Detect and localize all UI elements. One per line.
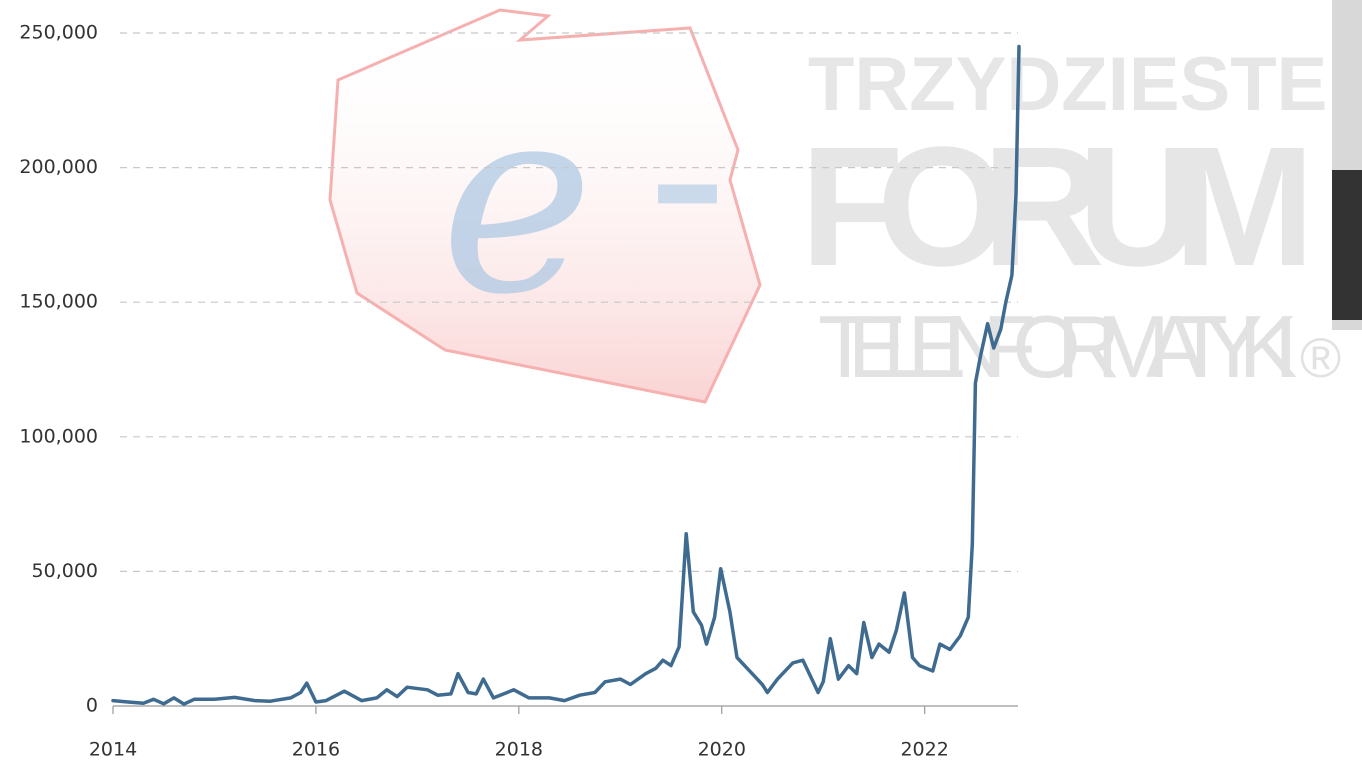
- watermark-label: e: [440, 50, 594, 352]
- chart: e–TRZYDZIESTEFORUMTELEINFORMATYKI® 0 50,0…: [0, 0, 1362, 763]
- x-tick-label: 2020: [698, 739, 746, 761]
- x-tick-label: 2014: [89, 739, 137, 761]
- x-tick-label: 2016: [292, 739, 340, 761]
- y-tick-label: 100,000: [19, 425, 98, 447]
- watermark-label: TELEINFORMATYKI: [818, 297, 1298, 396]
- y-tick-label: 150,000: [19, 291, 98, 313]
- x-tick-label: 2018: [495, 739, 543, 761]
- watermark-label: FORUM: [800, 112, 1315, 302]
- y-tick-label: 50,000: [32, 560, 98, 582]
- page: {"chart_data": { "type": "line", "annota…: [0, 0, 1362, 763]
- y-tick-label: 0: [86, 695, 98, 717]
- y-tick-label: 200,000: [19, 156, 98, 178]
- watermark-label: ®: [1300, 326, 1341, 389]
- x-tick-label: 2022: [900, 739, 948, 761]
- watermark-label: –: [650, 97, 725, 271]
- photo-fragment: [1332, 170, 1362, 320]
- y-tick-label: 250,000: [19, 22, 98, 44]
